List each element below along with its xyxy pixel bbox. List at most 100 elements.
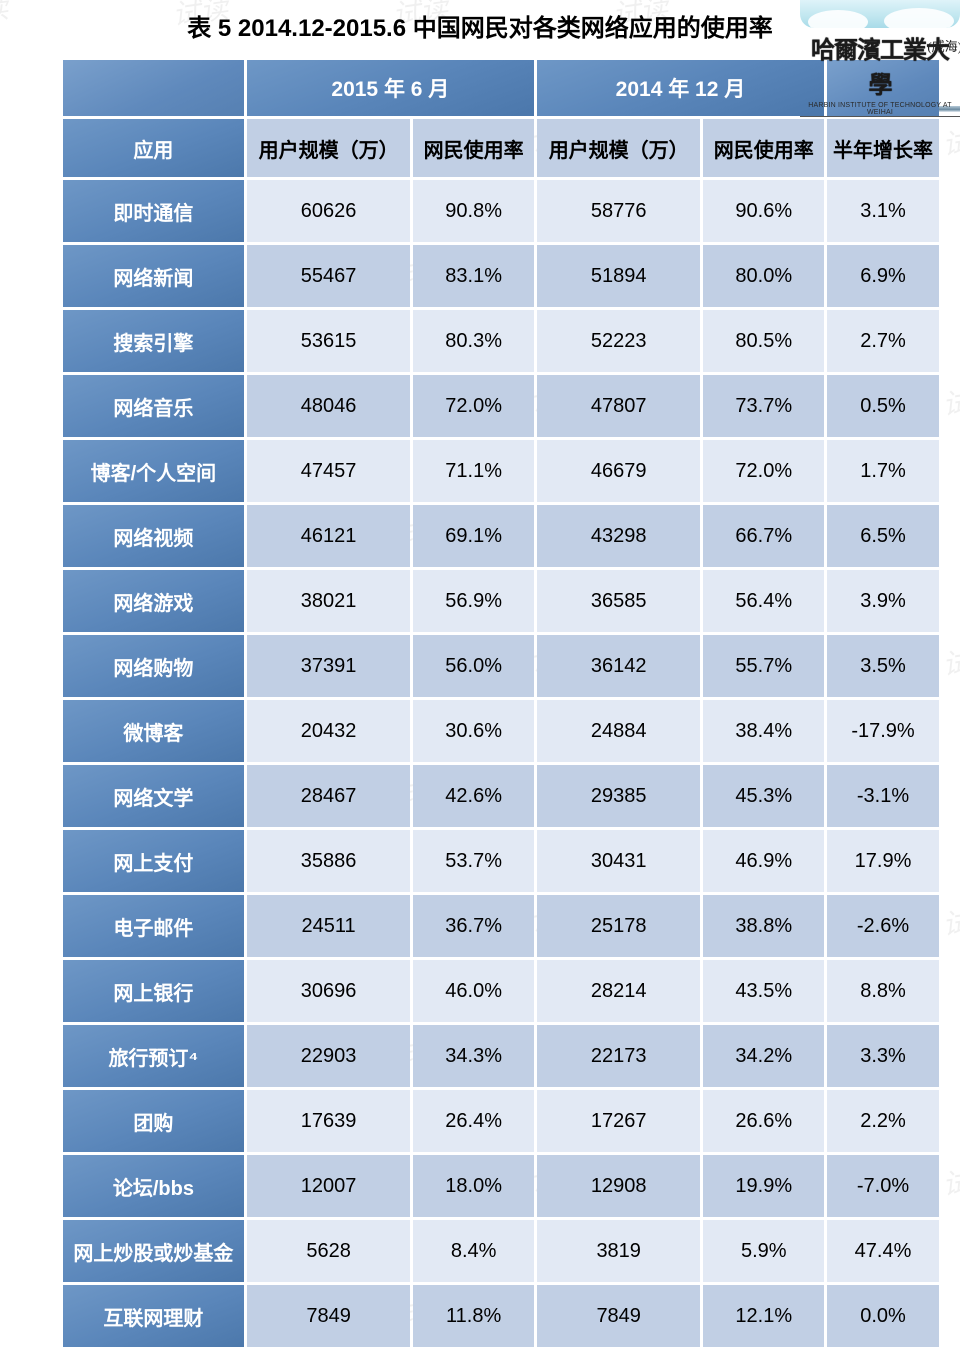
cell-app: 网络游戏 [63,570,244,632]
table-row: 网上炒股或炒基金56288.4%38195.9%47.4% [63,1220,939,1282]
cell-users-2015: 5628 [247,1220,411,1282]
cell-users-2015: 46121 [247,505,411,567]
cell-growth: 0.0% [827,1285,939,1347]
cell-users-2014: 30431 [537,830,701,892]
cell-app: 搜索引擎 [63,310,244,372]
cell-rate-2015: 42.6% [413,765,534,827]
cell-rate-2014: 90.6% [703,180,824,242]
table-row: 团购1763926.4%1726726.6%2.2% [63,1090,939,1152]
cell-users-2015: 55467 [247,245,411,307]
cell-users-2015: 38021 [247,570,411,632]
cell-rate-2015: 72.0% [413,375,534,437]
cell-users-2015: 35886 [247,830,411,892]
cell-users-2015: 22903 [247,1025,411,1087]
header-group-2015: 2015 年 6 月 [247,60,534,116]
cell-rate-2015: 30.6% [413,700,534,762]
cell-growth: 3.1% [827,180,939,242]
header-rate-2015: 网民使用率 [413,119,534,177]
header-app: 应用 [63,119,244,177]
cell-rate-2014: 43.5% [703,960,824,1022]
cell-users-2015: 17639 [247,1090,411,1152]
cell-users-2015: 12007 [247,1155,411,1217]
cell-rate-2015: 69.1% [413,505,534,567]
cell-growth: 47.4% [827,1220,939,1282]
cell-users-2015: 53615 [247,310,411,372]
cell-growth: 8.8% [827,960,939,1022]
header-growth: 半年增长率 [827,119,939,177]
cell-rate-2015: 83.1% [413,245,534,307]
cell-app: 网上支付 [63,830,244,892]
cell-rate-2014: 80.0% [703,245,824,307]
cell-users-2015: 37391 [247,635,411,697]
cell-users-2015: 24511 [247,895,411,957]
cell-app: 互联网理财 [63,1285,244,1347]
cell-users-2014: 58776 [537,180,701,242]
cell-growth: 0.5% [827,375,939,437]
cell-growth: 3.3% [827,1025,939,1087]
cell-rate-2014: 38.4% [703,700,824,762]
header-users-2014: 用户规模（万） [537,119,701,177]
cell-rate-2014: 56.4% [703,570,824,632]
table-row: 电子邮件2451136.7%2517838.8%-2.6% [63,895,939,957]
cell-growth: 2.7% [827,310,939,372]
cell-rate-2015: 46.0% [413,960,534,1022]
table-row: 论坛/bbs1200718.0%1290819.9%-7.0% [63,1155,939,1217]
cell-app: 微博客 [63,700,244,762]
cell-users-2014: 36142 [537,635,701,697]
cell-users-2014: 43298 [537,505,701,567]
cell-growth: 3.5% [827,635,939,697]
usage-table-container: 2015 年 6 月 2014 年 12 月 应用 用户规模（万） 网民使用率 … [0,57,960,1350]
cell-rate-2014: 72.0% [703,440,824,502]
cell-growth: -7.0% [827,1155,939,1217]
table-row: 网上银行3069646.0%2821443.5%8.8% [63,960,939,1022]
cell-rate-2014: 5.9% [703,1220,824,1282]
cell-rate-2015: 80.3% [413,310,534,372]
cell-rate-2014: 26.6% [703,1090,824,1152]
cell-growth: 1.7% [827,440,939,502]
logo-subtitle: HARBIN INSTITUTE OF TECHNOLOGY AT WEIHAI [800,102,960,117]
cell-users-2014: 47807 [537,375,701,437]
cell-users-2015: 48046 [247,375,411,437]
cell-rate-2015: 26.4% [413,1090,534,1152]
cell-app: 网络新闻 [63,245,244,307]
table-row: 网络游戏3802156.9%3658556.4%3.9% [63,570,939,632]
cell-rate-2015: 56.0% [413,635,534,697]
cell-rate-2015: 53.7% [413,830,534,892]
cell-app: 博客/个人空间 [63,440,244,502]
header-group-2014: 2014 年 12 月 [537,60,824,116]
cell-users-2014: 46679 [537,440,701,502]
table-row: 互联网理财784911.8%784912.1%0.0% [63,1285,939,1347]
cell-rate-2015: 90.8% [413,180,534,242]
cell-rate-2014: 19.9% [703,1155,824,1217]
cell-users-2015: 47457 [247,440,411,502]
cell-rate-2014: 12.1% [703,1285,824,1347]
cell-app: 电子邮件 [63,895,244,957]
cell-rate-2015: 18.0% [413,1155,534,1217]
cell-users-2014: 28214 [537,960,701,1022]
header-rate-2014: 网民使用率 [703,119,824,177]
cell-rate-2014: 45.3% [703,765,824,827]
table-row: 网络视频4612169.1%4329866.7%6.5% [63,505,939,567]
cell-users-2014: 3819 [537,1220,701,1282]
cell-users-2015: 20432 [247,700,411,762]
table-row: 即时通信6062690.8%5877690.6%3.1% [63,180,939,242]
table-row: 博客/个人空间4745771.1%4667972.0%1.7% [63,440,939,502]
cell-growth: 2.2% [827,1090,939,1152]
cell-rate-2014: 66.7% [703,505,824,567]
cell-app: 团购 [63,1090,244,1152]
cell-rate-2015: 8.4% [413,1220,534,1282]
cell-users-2014: 22173 [537,1025,701,1087]
table-body: 即时通信6062690.8%5877690.6%3.1%网络新闻5546783.… [63,180,939,1347]
cell-rate-2014: 46.9% [703,830,824,892]
cell-growth: -2.6% [827,895,939,957]
cell-growth: 6.9% [827,245,939,307]
cell-rate-2014: 34.2% [703,1025,824,1087]
cell-users-2015: 60626 [247,180,411,242]
cell-rate-2015: 34.3% [413,1025,534,1087]
table-row: 网络音乐4804672.0%4780773.7%0.5% [63,375,939,437]
table-row: 网上支付3588653.7%3043146.9%17.9% [63,830,939,892]
cell-app: 论坛/bbs [63,1155,244,1217]
logo-cloud-graphic [800,0,960,28]
cell-rate-2014: 73.7% [703,375,824,437]
header-sub-row: 应用 用户规模（万） 网民使用率 用户规模（万） 网民使用率 半年增长率 [63,119,939,177]
